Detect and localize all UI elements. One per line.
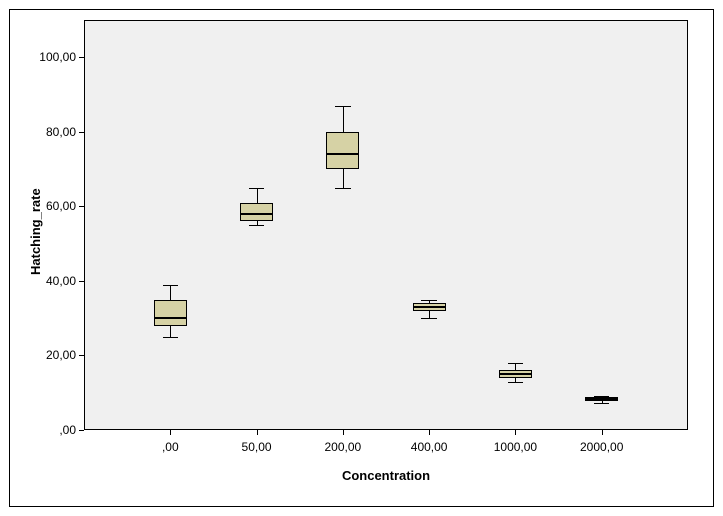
- whisker: [257, 188, 258, 203]
- x-axis-label: Concentration: [286, 468, 486, 483]
- y-tick-label: 20,00: [46, 348, 76, 362]
- y-tick-mark: [79, 57, 84, 58]
- y-tick-label: 40,00: [46, 274, 76, 288]
- x-tick-mark: [429, 430, 430, 435]
- median-line: [154, 317, 187, 319]
- y-tick-label: 100,00: [39, 50, 76, 64]
- whisker: [515, 363, 516, 370]
- y-tick-mark: [79, 206, 84, 207]
- whisker: [170, 326, 171, 337]
- whisker-cap: [508, 363, 524, 364]
- y-tick-mark: [79, 281, 84, 282]
- x-tick-mark: [602, 430, 603, 435]
- whisker-cap: [421, 300, 437, 301]
- y-tick-mark: [79, 132, 84, 133]
- box: [326, 132, 359, 169]
- whisker: [343, 169, 344, 188]
- whisker: [429, 311, 430, 318]
- whisker: [170, 285, 171, 300]
- median-line: [326, 153, 359, 155]
- y-tick-label: 60,00: [46, 199, 76, 213]
- whisker-cap: [249, 225, 265, 226]
- y-tick-label: ,00: [59, 423, 76, 437]
- y-tick-label: 80,00: [46, 125, 76, 139]
- whisker-cap: [163, 285, 179, 286]
- y-axis-label: Hatching_rate: [28, 188, 43, 275]
- x-tick-label: ,00: [130, 440, 210, 454]
- boxplot-chart: Hatching_rate Concentration ,00 20,00 40,0…: [0, 0, 723, 516]
- whisker-cap: [163, 337, 179, 338]
- whisker-cap: [508, 382, 524, 383]
- x-tick-label: 1000,00: [475, 440, 555, 454]
- whisker-cap: [249, 188, 265, 189]
- whisker: [343, 106, 344, 132]
- whisker-cap: [335, 188, 351, 189]
- whisker-cap: [594, 403, 610, 404]
- box: [154, 300, 187, 326]
- y-tick-mark: [79, 355, 84, 356]
- x-tick-label: 400,00: [389, 440, 469, 454]
- median-line: [240, 213, 273, 215]
- x-tick-label: 50,00: [217, 440, 297, 454]
- x-tick-mark: [343, 430, 344, 435]
- x-tick-label: 2000,00: [562, 440, 642, 454]
- x-tick-mark: [257, 430, 258, 435]
- x-tick-mark: [170, 430, 171, 435]
- x-tick-mark: [515, 430, 516, 435]
- whisker-cap: [421, 318, 437, 319]
- y-tick-mark: [79, 430, 84, 431]
- whisker-cap: [594, 396, 610, 397]
- whisker-cap: [335, 106, 351, 107]
- x-tick-label: 200,00: [303, 440, 383, 454]
- median-line: [413, 306, 446, 308]
- median-line: [499, 373, 532, 375]
- plot-area: [84, 20, 688, 430]
